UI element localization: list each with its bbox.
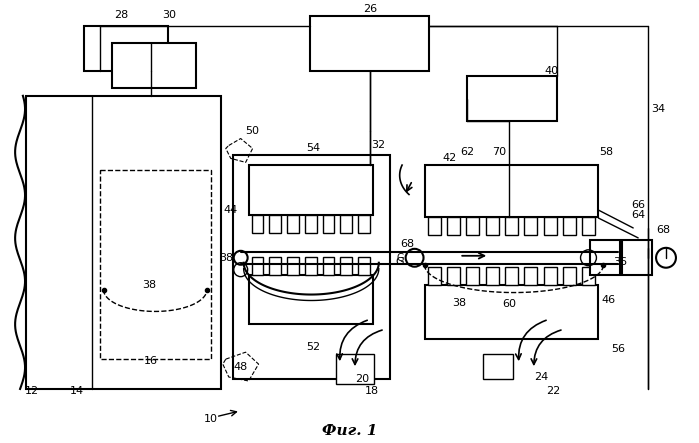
Bar (486, 267, 498, 284)
Bar (563, 267, 576, 284)
Text: 16: 16 (144, 356, 158, 366)
Bar (505, 267, 518, 284)
Bar (112, 43, 196, 88)
Bar (269, 215, 281, 233)
Bar (483, 354, 513, 379)
Text: 10: 10 (204, 414, 218, 424)
Bar (252, 215, 264, 233)
Bar (622, 240, 652, 275)
Bar (99, 170, 211, 359)
Bar (428, 267, 440, 284)
Text: 22: 22 (547, 386, 561, 396)
Text: 52: 52 (306, 342, 320, 352)
Text: 44: 44 (224, 205, 238, 215)
Text: 20: 20 (355, 374, 369, 384)
Text: 26: 26 (363, 4, 377, 14)
Bar (322, 257, 334, 275)
Bar (563, 217, 576, 235)
Text: G: G (396, 257, 404, 267)
Bar (428, 217, 440, 235)
Bar (322, 215, 334, 233)
Bar (252, 257, 264, 275)
Text: 32: 32 (370, 140, 385, 151)
Bar (26, 96, 221, 389)
Text: 68: 68 (401, 239, 415, 249)
Bar (591, 240, 620, 275)
Text: 70: 70 (492, 148, 506, 157)
Text: 68: 68 (656, 225, 670, 235)
Text: 38: 38 (452, 299, 466, 308)
Bar (340, 215, 352, 233)
Bar (233, 155, 390, 379)
Text: 18: 18 (365, 386, 379, 396)
Text: 30: 30 (162, 10, 176, 20)
Bar (524, 217, 538, 235)
Text: 14: 14 (70, 386, 84, 396)
Text: 12: 12 (25, 386, 39, 396)
Text: 34: 34 (651, 104, 665, 114)
Bar (305, 257, 317, 275)
Bar (447, 267, 460, 284)
Bar (466, 267, 480, 284)
Text: 48: 48 (233, 362, 248, 372)
Bar (287, 215, 299, 233)
Bar (447, 217, 460, 235)
Bar (544, 267, 556, 284)
Bar (505, 217, 518, 235)
Text: 28: 28 (115, 10, 129, 20)
Text: 54: 54 (306, 144, 320, 153)
Text: 24: 24 (533, 372, 548, 382)
Text: 56: 56 (612, 344, 626, 354)
Bar (466, 217, 480, 235)
Text: 64: 64 (631, 210, 645, 220)
Bar (340, 257, 352, 275)
Bar (467, 76, 556, 120)
Bar (269, 257, 281, 275)
Text: G: G (397, 253, 404, 263)
Text: 58: 58 (599, 148, 614, 157)
Text: 42: 42 (442, 153, 456, 163)
Text: 50: 50 (245, 125, 259, 136)
Bar (336, 354, 374, 384)
Bar (524, 267, 538, 284)
Bar (582, 267, 596, 284)
Bar (305, 215, 317, 233)
Text: 46: 46 (601, 295, 615, 304)
Bar (84, 26, 168, 71)
Text: 38: 38 (142, 280, 157, 290)
Text: 60: 60 (502, 299, 516, 310)
Bar (287, 257, 299, 275)
Bar (424, 165, 598, 217)
Bar (544, 217, 556, 235)
Bar (424, 284, 598, 339)
Text: 36: 36 (613, 257, 627, 267)
Text: 38: 38 (219, 253, 233, 263)
Text: 40: 40 (545, 66, 559, 76)
Bar (358, 257, 370, 275)
Bar (358, 215, 370, 233)
Bar (310, 16, 429, 71)
Bar (582, 217, 596, 235)
Text: 66: 66 (631, 200, 645, 210)
Text: 62: 62 (460, 148, 475, 157)
Bar (486, 217, 498, 235)
Text: Фиг. 1: Фиг. 1 (322, 424, 377, 438)
Bar (249, 275, 373, 324)
Bar (249, 165, 373, 215)
